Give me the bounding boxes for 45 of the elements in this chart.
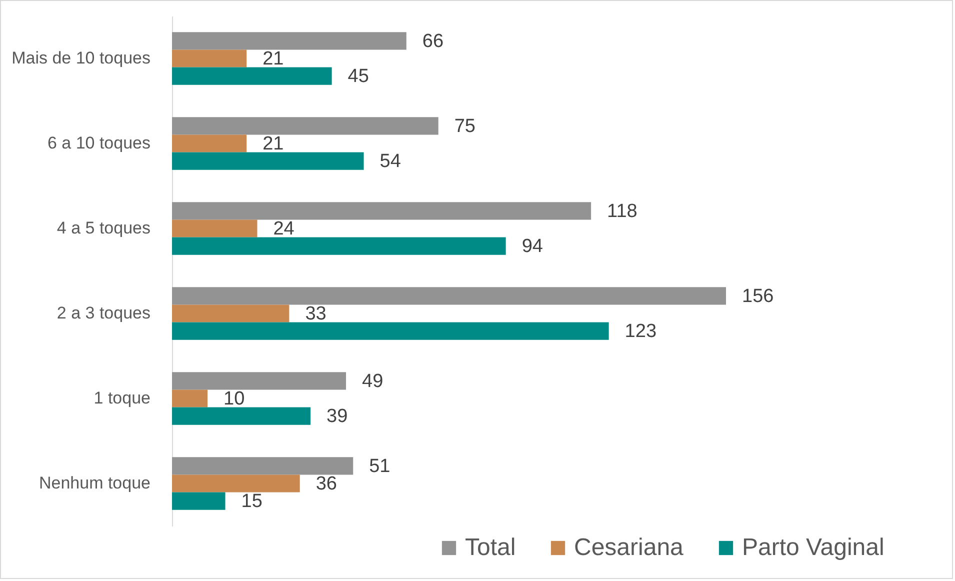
data-label: 75 <box>454 116 476 137</box>
y-tick-label: 2 a 3 toques <box>56 304 150 322</box>
y-tick-label: 4 a 5 toques <box>56 218 150 238</box>
data-label: 49 <box>362 370 384 392</box>
bar <box>172 492 226 510</box>
data-label: 51 <box>369 456 390 477</box>
data-label: 118 <box>607 200 638 222</box>
data-label: 33 <box>305 304 326 324</box>
data-label: 54 <box>380 151 402 172</box>
bar <box>172 134 247 152</box>
bar <box>172 287 726 305</box>
bar <box>172 50 247 68</box>
data-label: 10 <box>224 388 245 410</box>
bar <box>172 457 354 475</box>
bar <box>172 67 332 85</box>
legend-label: Cesariana <box>574 534 684 561</box>
data-label: 66 <box>422 30 444 52</box>
data-label: 123 <box>624 321 657 342</box>
y-tick-label: Mais de 10 toques <box>12 48 150 68</box>
data-label: 36 <box>316 474 337 494</box>
data-label: 39 <box>326 406 348 428</box>
y-tick-label: 1 toque <box>94 388 150 408</box>
data-label: 24 <box>273 218 295 240</box>
bar <box>172 390 208 408</box>
bar <box>172 237 506 255</box>
bar <box>172 117 438 135</box>
bar <box>172 322 609 340</box>
data-label: 94 <box>522 236 544 258</box>
bar <box>172 304 290 322</box>
data-label: 156 <box>742 286 774 307</box>
data-label: 21 <box>262 48 284 70</box>
bar <box>172 152 364 170</box>
y-tick-label: 6 a 10 toques <box>47 134 150 152</box>
legend-label: Parto Vaginal <box>742 534 884 561</box>
bar <box>172 372 346 390</box>
data-label: 45 <box>348 66 369 88</box>
legend-label: Total <box>465 534 516 561</box>
bar <box>172 202 592 220</box>
y-tick-label: Nenhum toque <box>38 474 150 492</box>
data-label: 21 <box>262 134 284 154</box>
bar <box>172 474 300 492</box>
data-label: 15 <box>241 491 262 512</box>
bar <box>172 32 406 50</box>
bar <box>172 220 258 238</box>
bar <box>172 407 310 425</box>
